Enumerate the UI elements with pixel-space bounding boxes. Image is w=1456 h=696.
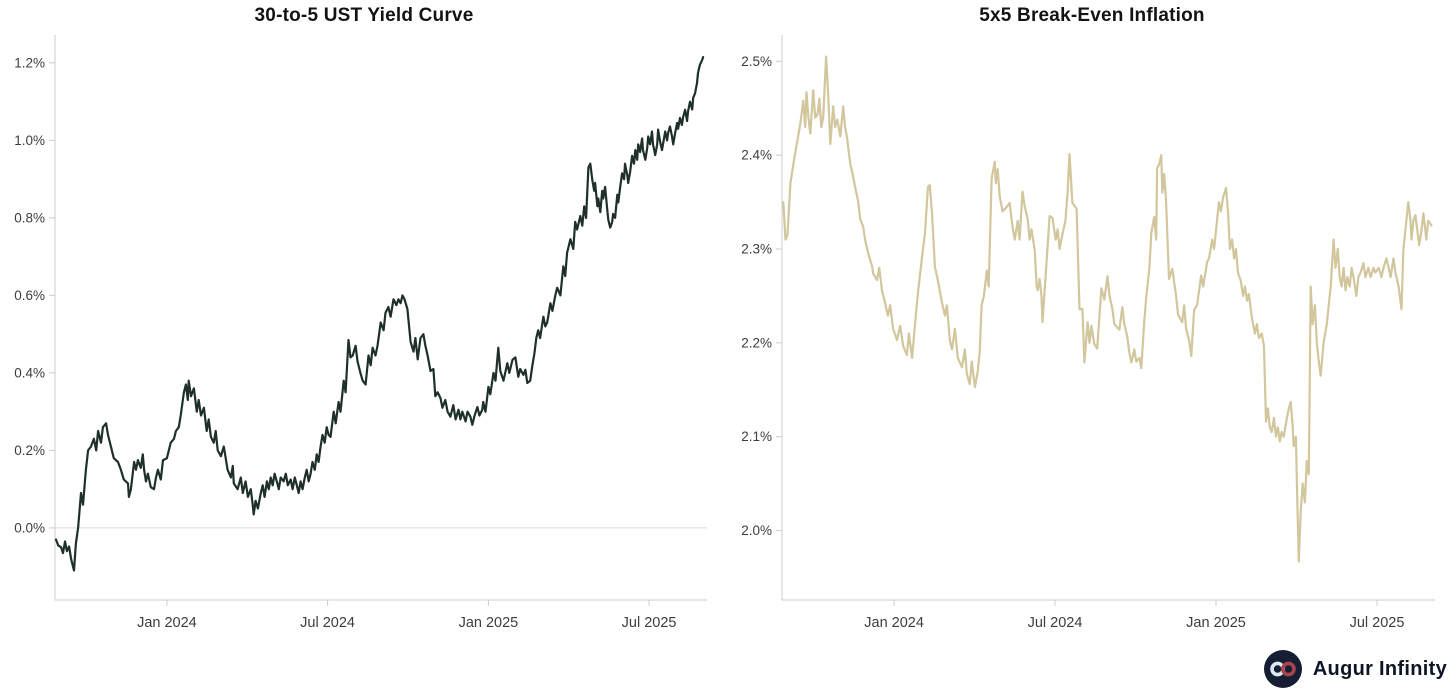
svg-text:2.0%: 2.0% [741,523,772,538]
infinity-right-loop [1280,661,1296,677]
breakeven-inflation-plot: 2.0% 2.1% 2.2% 2.3% 2.4% 2.5% Jan 2024 Jul 2024… [741,35,1435,631]
svg-text:1.0%: 1.0% [14,133,45,148]
yield-curve-chart: 0.0% 0.2% 0.4% 0.6% 0.8% 1.0% 1.2% Jan 2024 Jul … [0,0,728,645]
breakeven-inflation-chart: 2.0% 2.1% 2.2% 2.3% 2.4% 2.5% Jan 2024 Jul 2024… [728,0,1456,645]
svg-text:0.0%: 0.0% [14,520,45,535]
svg-text:2.2%: 2.2% [741,335,772,350]
svg-text:0.4%: 0.4% [14,365,45,380]
svg-text:Jan 2025: Jan 2025 [1186,615,1246,631]
svg-text:2.3%: 2.3% [741,242,772,257]
infinity-icon [1263,650,1302,688]
svg-text:2.5%: 2.5% [741,54,772,69]
brand-name: Augur Infinity [1312,657,1447,680]
svg-text:Jul 2024: Jul 2024 [1028,615,1083,631]
svg-text:Jan 2024: Jan 2024 [864,615,924,631]
svg-text:0.6%: 0.6% [14,288,45,303]
svg-text:Jul 2024: Jul 2024 [300,615,355,631]
svg-text:Jan 2024: Jan 2024 [137,615,197,631]
svg-text:Jul 2025: Jul 2025 [1350,615,1405,631]
chart-title: 30-to-5 UST Yield Curve [254,5,474,26]
svg-text:0.2%: 0.2% [14,443,45,458]
svg-text:2.4%: 2.4% [741,148,772,163]
yield-curve-plot: 0.0% 0.2% 0.4% 0.6% 0.8% 1.0% 1.2% Jan 2024 Jul … [14,35,707,631]
svg-text:Jan 2025: Jan 2025 [459,615,519,631]
svg-text:1.2%: 1.2% [14,55,45,70]
svg-text:0.8%: 0.8% [14,210,45,225]
chart-title: 5x5 Break-Even Inflation [979,5,1205,26]
brand-footer: Augur Infinity [1263,649,1447,689]
svg-text:2.1%: 2.1% [741,429,772,444]
svg-text:Jul 2025: Jul 2025 [622,615,677,631]
